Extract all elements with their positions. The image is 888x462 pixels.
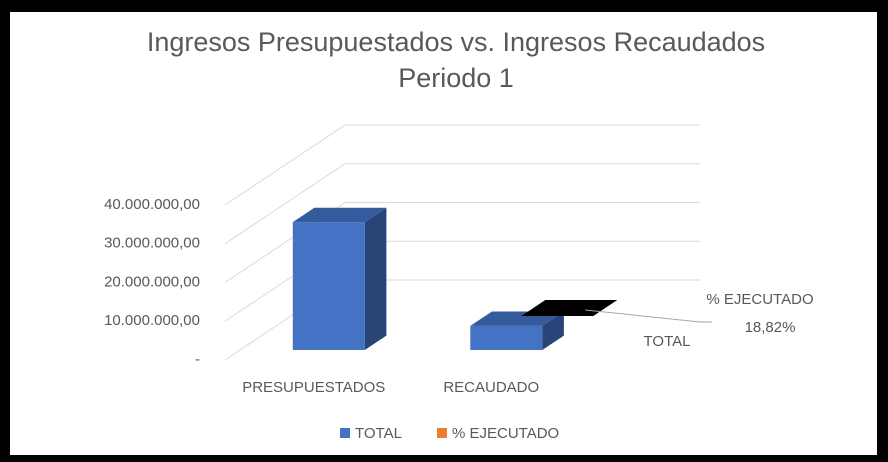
legend-swatch: [340, 428, 350, 438]
bar: [521, 300, 618, 316]
data-label: 18,82%: [745, 319, 796, 336]
bar-top: [292, 207, 387, 223]
legend-label: TOTAL: [355, 425, 402, 442]
leader-line: [585, 309, 712, 323]
legend-label: % EJECUTADO: [452, 425, 559, 442]
chart-area: [10, 12, 877, 455]
bar-side: [542, 311, 564, 350]
y-tick-label: 20.000.000,00: [104, 273, 200, 290]
bar: [292, 207, 387, 350]
y-tick-label: -: [195, 351, 200, 368]
y-tick-label: 30.000.000,00: [104, 235, 200, 252]
y-tick-label: 40.000.000,00: [104, 196, 200, 213]
x-tick-label: RECAUDADO: [443, 379, 539, 396]
bar-side: [364, 207, 387, 350]
bar: [470, 311, 564, 350]
data-label-series: % EJECUTADO: [706, 291, 813, 308]
annotation: TOTAL: [644, 333, 691, 350]
bar-front: [292, 222, 365, 350]
x-tick-label: PRESUPUESTADOS: [242, 379, 385, 396]
grid-line: [224, 124, 346, 206]
bar-top: [521, 300, 618, 316]
y-tick-label: 10.000.000,00: [104, 312, 200, 329]
bar-front: [470, 325, 543, 350]
legend-swatch: [436, 428, 447, 438]
grid-line: [224, 163, 346, 245]
chart-subtitle: Periodo 1: [398, 63, 514, 93]
chart-title: Ingresos Presupuestados vs. Ingresos Rec…: [147, 27, 765, 57]
